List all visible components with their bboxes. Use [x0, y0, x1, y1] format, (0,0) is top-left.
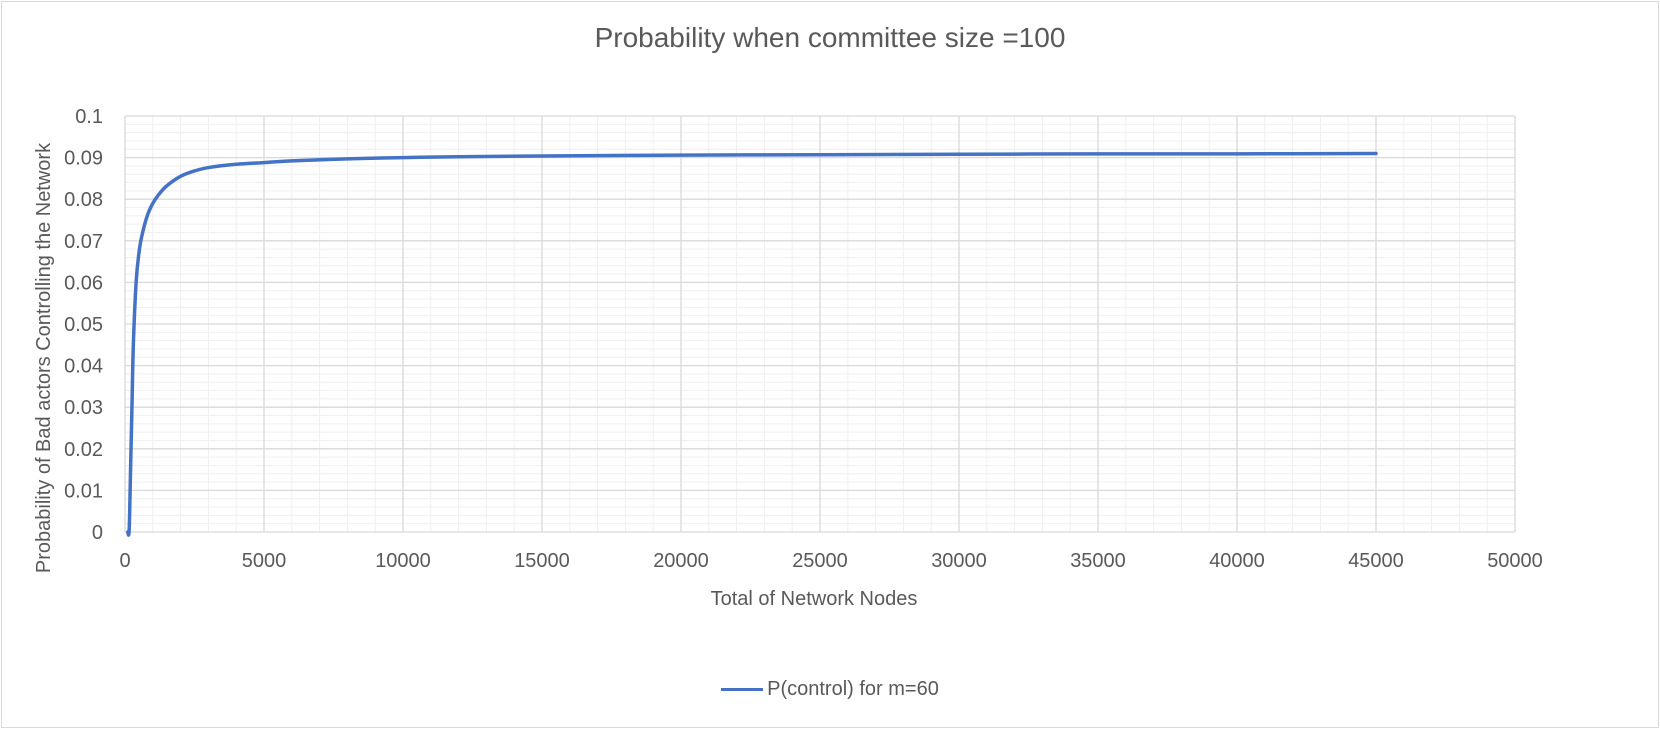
- y-tick-label: 0.04: [64, 356, 103, 378]
- series-line: [126, 151, 1378, 537]
- y-axis-title: Probability of Bad actors Controlling th…: [33, 142, 55, 573]
- x-tick-label: 5000: [242, 550, 287, 572]
- x-tick-label: 30000: [931, 550, 987, 572]
- y-tick-label: 0.08: [64, 189, 103, 211]
- x-tick-label: 25000: [792, 550, 848, 572]
- y-tick-label: 0.07: [64, 231, 103, 253]
- x-tick-label: 45000: [1348, 550, 1404, 572]
- y-tick-label: 0.05: [64, 314, 103, 336]
- y-tick-label: 0.06: [64, 272, 103, 294]
- legend-swatch: [721, 688, 764, 691]
- y-tick-label: 0.03: [64, 397, 103, 419]
- y-tick-label: 0: [92, 522, 103, 544]
- legend-label: P(control) for m=60: [767, 678, 939, 700]
- x-tick-label: 10000: [375, 550, 431, 572]
- y-tick-label: 0.1: [75, 106, 103, 128]
- legend: P(control) for m=60: [0, 678, 1660, 701]
- y-tick-label: 0.01: [64, 480, 103, 502]
- x-tick-label: 35000: [1070, 550, 1126, 572]
- y-tick-label: 0.02: [64, 439, 103, 461]
- x-tick-label: 40000: [1209, 550, 1265, 572]
- x-tick-label: 15000: [514, 550, 570, 572]
- x-tick-label: 50000: [1487, 550, 1543, 572]
- x-axis-title: Total of Network Nodes: [711, 588, 918, 610]
- x-tick-label: 20000: [653, 550, 709, 572]
- y-tick-label: 0.09: [64, 148, 103, 170]
- x-tick-label: 0: [119, 550, 130, 572]
- chart-title: Probability when committee size =100: [594, 22, 1066, 53]
